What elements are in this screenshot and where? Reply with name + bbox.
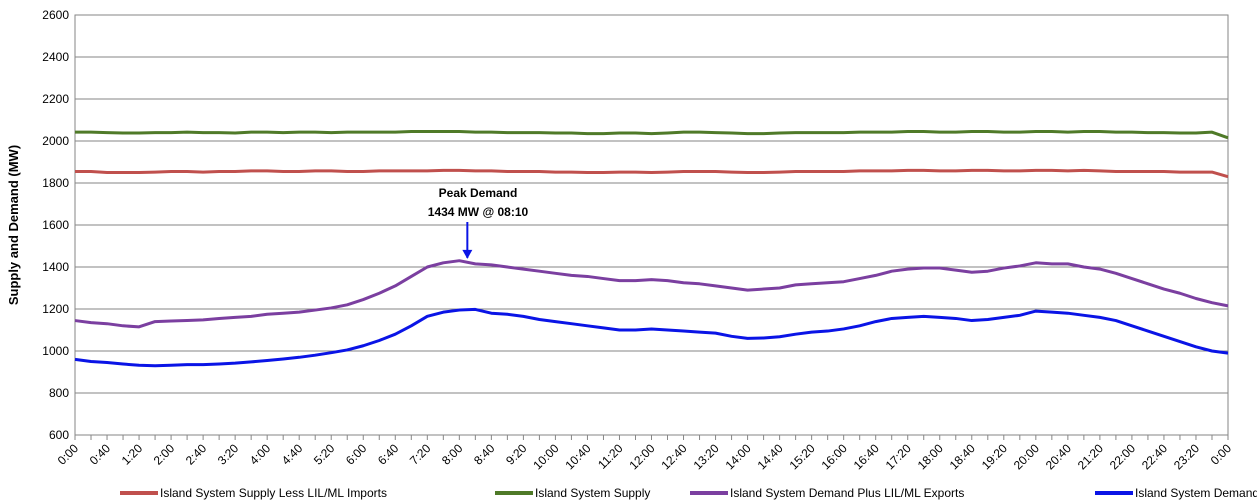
y-tick-label: 2200 xyxy=(42,92,69,106)
x-tick-label: 21:20 xyxy=(1075,441,1106,472)
x-tick-label: 20:40 xyxy=(1043,441,1074,472)
y-tick-label: 800 xyxy=(49,386,69,400)
x-tick-label: 17:20 xyxy=(883,441,914,472)
x-tick-label: 13:20 xyxy=(691,441,722,472)
x-tick-label: 7:20 xyxy=(407,441,434,468)
x-tick-label: 6:00 xyxy=(343,441,370,468)
y-tick-label: 1200 xyxy=(42,302,69,316)
y-tick-label: 2400 xyxy=(42,50,69,64)
x-tick-label: 0:40 xyxy=(87,441,114,468)
series-line xyxy=(74,307,1229,368)
x-tick-label: 10:40 xyxy=(562,441,593,472)
y-tick-label: 1600 xyxy=(42,218,69,232)
x-tick-label: 4:00 xyxy=(247,441,274,468)
x-tick-label: 14:00 xyxy=(723,441,754,472)
legend-label: Island System Demand xyxy=(1135,486,1257,500)
y-axis-label: Supply and Demand (MW) xyxy=(6,145,21,305)
x-tick-label: 8:40 xyxy=(471,441,498,468)
legend-label: Island System Supply xyxy=(535,486,650,500)
x-tick-label: 9:20 xyxy=(503,441,530,468)
x-tick-label: 12:00 xyxy=(626,441,657,472)
x-tick-label: 3:20 xyxy=(215,441,242,468)
x-tick-label: 16:00 xyxy=(819,441,850,472)
annotation-arrowhead xyxy=(462,249,473,259)
series-line xyxy=(75,168,1229,179)
x-tick-label: 22:40 xyxy=(1139,441,1170,472)
y-tick-label: 600 xyxy=(49,428,69,442)
x-tick-label: 2:00 xyxy=(151,441,178,468)
x-tick-label: 11:20 xyxy=(595,441,626,472)
x-tick-label: 22:00 xyxy=(1107,441,1138,472)
x-tick-label: 0:00 xyxy=(55,441,82,468)
x-tick-label: 5:20 xyxy=(311,441,338,468)
annotation: Peak Demand xyxy=(439,186,518,200)
y-tick-label: 2000 xyxy=(42,134,69,148)
x-tick-label: 23:20 xyxy=(1171,441,1202,472)
legend-label: Island System Supply Less LIL/ML Imports xyxy=(160,486,387,500)
y-tick-label: 1400 xyxy=(42,260,69,274)
x-tick-label: 8:00 xyxy=(439,441,466,468)
x-tick-label: 12:40 xyxy=(659,441,690,472)
series-line xyxy=(75,130,1229,140)
x-tick-label: 20:00 xyxy=(1011,441,1042,472)
x-tick-label: 19:20 xyxy=(979,441,1010,472)
x-tick-label: 2:40 xyxy=(183,441,210,468)
legend-label: Island System Demand Plus LIL/ML Exports xyxy=(730,486,964,500)
x-tick-label: 0:00 xyxy=(1208,441,1235,468)
series-line xyxy=(74,259,1229,329)
x-tick-label: 18:40 xyxy=(947,441,978,472)
y-tick-label: 1800 xyxy=(42,176,69,190)
x-tick-label: 10:00 xyxy=(530,441,561,472)
annotation: 1434 MW @ 08:10 xyxy=(428,205,529,219)
x-tick-label: 4:40 xyxy=(279,441,306,468)
x-tick-label: 6:40 xyxy=(375,441,402,468)
x-tick-label: 1:20 xyxy=(119,441,146,468)
x-tick-label: 16:40 xyxy=(851,441,882,472)
x-tick-label: 18:00 xyxy=(915,441,946,472)
y-tick-label: 2600 xyxy=(42,8,69,22)
y-tick-label: 1000 xyxy=(42,344,69,358)
x-tick-label: 14:40 xyxy=(755,441,786,472)
x-tick-label: 15:20 xyxy=(787,441,818,472)
